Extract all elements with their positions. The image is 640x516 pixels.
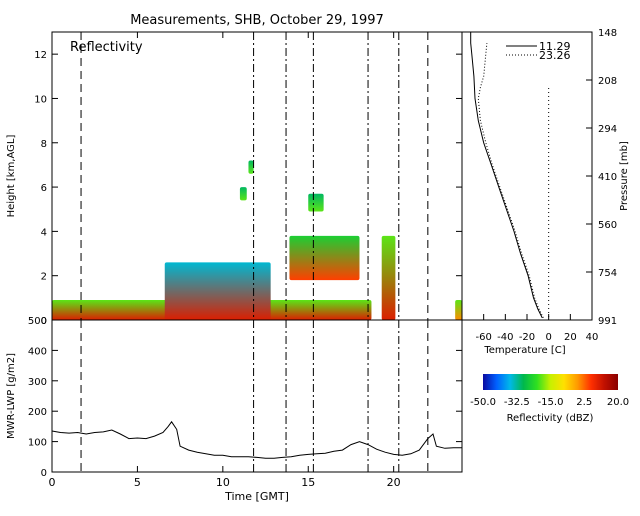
- pressure-tick-label: 148: [598, 28, 617, 39]
- pressure-tick-label: 754: [598, 268, 617, 279]
- height-tick-label: 6: [41, 183, 47, 194]
- pressure-tick-label: 991: [598, 316, 617, 327]
- time-tick-label: 10: [216, 476, 230, 489]
- time-tick-label: 20: [387, 476, 401, 489]
- sounding-legend: 11.29 23.26: [506, 40, 571, 62]
- echo-region: [289, 235, 360, 281]
- height-tick-label: 8: [41, 139, 47, 150]
- sounding-23-26-line: [477, 43, 544, 319]
- echo-region: [164, 262, 271, 320]
- height-tick-label: 10: [34, 94, 47, 105]
- temperature-xlabel: Temperature [C]: [483, 345, 565, 356]
- lwp-tick-label: 300: [28, 377, 47, 388]
- colorbar-tick-label: 20.0: [607, 397, 629, 408]
- lwp-tick-label: 0: [41, 468, 47, 479]
- colorbar-tick-label: -32.5: [504, 397, 530, 408]
- time-tick-label: 15: [301, 476, 315, 489]
- height-tick-label: 2: [41, 272, 47, 283]
- height-tick-label: 4: [41, 227, 47, 238]
- time-tick-label: 5: [134, 476, 141, 489]
- legend-label-23-26: 23.26: [539, 49, 571, 62]
- colorbar-tick-label: 2.5: [576, 397, 592, 408]
- temperature-tick-label: 20: [564, 332, 577, 343]
- pressure-tick-label: 560: [598, 220, 617, 231]
- lwp-ylabel: MWR-LWP [g/m2]: [6, 353, 17, 439]
- pressure-ylabel: Pressure [mb]: [619, 141, 630, 211]
- sounding-11-29-line: [470, 32, 543, 319]
- colorbar-label: Reflectivity (dBZ): [507, 413, 594, 424]
- lwp-tick-label: 100: [28, 438, 47, 449]
- height-tick-label: 12: [34, 50, 47, 61]
- legend-label-11-29: 11.29: [539, 40, 571, 53]
- temperature-tick-label: 0: [545, 332, 551, 343]
- time-tick-label: 0: [49, 476, 56, 489]
- reflectivity-panel: 0 2 4 6 8 10 12 Reflectivity Height [km,AGL]: [6, 31, 463, 327]
- echo-region: [239, 187, 247, 201]
- chart-title: Measurements, SHB, October 29, 1997: [130, 13, 384, 28]
- temperature-profile-panel: 148 208 294 410 560 754 991 -60 -40 -20 0 20 40 Tem…: [461, 28, 630, 356]
- echo-region: [308, 193, 324, 212]
- echo-region: [248, 160, 254, 174]
- colorbar-tick-label: -15.0: [538, 397, 564, 408]
- temperature-tick-label: -60: [475, 332, 491, 343]
- colorbar-gradient: [483, 374, 618, 390]
- lwp-tick-label: 500: [28, 316, 47, 327]
- echo-region: [455, 300, 462, 320]
- temperature-tick-label: -20: [519, 332, 535, 343]
- echo-region: [381, 235, 396, 320]
- lwp-tick-label: 200: [28, 407, 47, 418]
- height-tick-label: 0: [41, 316, 47, 327]
- temperature-tick-label: 40: [586, 332, 599, 343]
- temperature-tick-label: -40: [497, 332, 513, 343]
- lwp-tick-label: 400: [28, 346, 47, 357]
- pressure-tick-label: 294: [598, 124, 617, 135]
- colorbar-tick-label: -50.0: [470, 397, 496, 408]
- reflectivity-ylabel: Height [km,AGL]: [6, 135, 17, 218]
- time-xlabel: Time [GMT]: [224, 490, 289, 503]
- pressure-tick-label: 410: [598, 172, 617, 183]
- pressure-tick-label: 208: [598, 76, 617, 87]
- panel-label: Reflectivity: [70, 40, 143, 55]
- lwp-series-line: [51, 420, 462, 459]
- reflectivity-colorbar: -50.0 -32.5 -15.0 2.5 20.0 Reflectivity (dBZ…: [470, 374, 629, 424]
